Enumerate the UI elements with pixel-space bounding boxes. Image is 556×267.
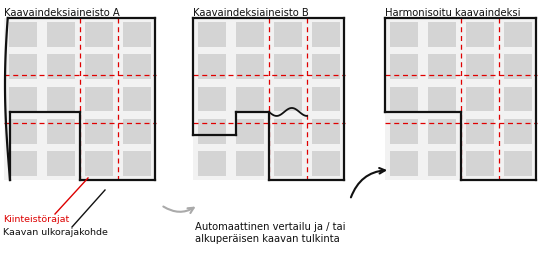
- Text: Kaavaindeksiaineisto B: Kaavaindeksiaineisto B: [193, 8, 309, 18]
- Bar: [390, 54, 419, 79]
- Bar: [504, 22, 533, 46]
- Bar: [197, 151, 226, 176]
- Bar: [428, 22, 456, 46]
- Text: Kaavaindeksiaineisto A: Kaavaindeksiaineisto A: [4, 8, 120, 18]
- Bar: [122, 119, 151, 144]
- Bar: [504, 119, 533, 144]
- Bar: [428, 54, 456, 79]
- Bar: [85, 22, 113, 46]
- Bar: [47, 87, 76, 111]
- Bar: [504, 54, 533, 79]
- Bar: [390, 151, 419, 176]
- Bar: [236, 22, 265, 46]
- Bar: [504, 87, 533, 111]
- Bar: [465, 151, 494, 176]
- Bar: [85, 54, 113, 79]
- Bar: [311, 87, 340, 111]
- Bar: [504, 151, 533, 176]
- Bar: [390, 22, 419, 46]
- Bar: [122, 87, 151, 111]
- Bar: [274, 87, 302, 111]
- Bar: [47, 151, 76, 176]
- Bar: [85, 119, 113, 144]
- Bar: [390, 87, 419, 111]
- Bar: [197, 54, 226, 79]
- Bar: [390, 119, 419, 144]
- Bar: [8, 54, 37, 79]
- Bar: [311, 151, 340, 176]
- Bar: [236, 87, 265, 111]
- Bar: [311, 22, 340, 46]
- Bar: [465, 22, 494, 46]
- Bar: [465, 119, 494, 144]
- Text: Kiinteistörajat: Kiinteistörajat: [3, 215, 70, 224]
- Bar: [274, 22, 302, 46]
- Bar: [8, 22, 37, 46]
- Bar: [8, 151, 37, 176]
- Bar: [8, 119, 37, 144]
- Bar: [8, 87, 37, 111]
- Bar: [47, 119, 76, 144]
- Bar: [428, 151, 456, 176]
- Bar: [274, 151, 302, 176]
- Text: Kaavan ulkorajakohde: Kaavan ulkorajakohde: [3, 228, 108, 237]
- Bar: [428, 87, 456, 111]
- Bar: [385, 18, 537, 180]
- Bar: [193, 18, 345, 180]
- Text: Harmonisoitu kaavaindeksi: Harmonisoitu kaavaindeksi: [385, 8, 520, 18]
- Bar: [236, 54, 265, 79]
- Bar: [85, 87, 113, 111]
- Text: Automaattinen vertailu ja / tai
alkuperäisen kaavan tulkinta: Automaattinen vertailu ja / tai alkuperä…: [195, 222, 345, 244]
- Bar: [236, 119, 265, 144]
- Bar: [47, 22, 76, 46]
- Bar: [236, 151, 265, 176]
- Bar: [311, 119, 340, 144]
- Bar: [122, 22, 151, 46]
- Bar: [197, 22, 226, 46]
- Bar: [122, 54, 151, 79]
- Bar: [197, 87, 226, 111]
- Bar: [465, 87, 494, 111]
- Bar: [274, 54, 302, 79]
- Bar: [274, 119, 302, 144]
- Bar: [197, 119, 226, 144]
- Bar: [428, 119, 456, 144]
- Bar: [85, 151, 113, 176]
- Bar: [465, 54, 494, 79]
- Bar: [4, 18, 156, 180]
- Bar: [47, 54, 76, 79]
- Bar: [311, 54, 340, 79]
- Bar: [122, 151, 151, 176]
